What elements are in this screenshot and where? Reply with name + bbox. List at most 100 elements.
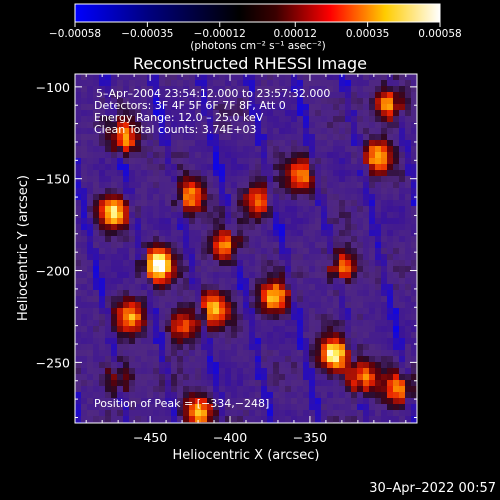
heatmap-cell [225, 392, 232, 399]
heatmap-cell [297, 128, 304, 135]
heatmap-cell [261, 128, 268, 135]
heatmap-cell [105, 392, 112, 399]
heatmap-cell [81, 212, 88, 219]
heatmap-cell [117, 140, 124, 147]
heatmap-cell [393, 206, 400, 213]
heatmap-cell [81, 356, 88, 363]
heatmap-cell [231, 302, 238, 309]
heatmap-cell [351, 74, 358, 81]
heatmap-cell [399, 98, 406, 105]
heatmap-cell [195, 110, 202, 117]
heatmap-cell [303, 242, 310, 249]
heatmap-cell [345, 188, 352, 195]
heatmap-cell [333, 308, 340, 315]
heatmap-cell [387, 278, 394, 285]
heatmap-cell [327, 224, 334, 231]
heatmap-cell [75, 200, 82, 207]
heatmap-cell [375, 260, 382, 267]
heatmap-cell [381, 218, 388, 225]
heatmap-cell [219, 266, 226, 273]
heatmap-cell [117, 404, 124, 411]
heatmap-cell [309, 242, 316, 249]
heatmap-cell [279, 260, 286, 267]
heatmap-cell [279, 404, 286, 411]
heatmap-cell [99, 170, 106, 177]
heatmap-cell [357, 260, 364, 267]
heatmap-cell [351, 416, 358, 423]
heatmap-cell [351, 188, 358, 195]
heatmap-cell [285, 128, 292, 135]
heatmap-cell [297, 404, 304, 411]
heatmap-cell [219, 98, 226, 105]
heatmap-cell [399, 404, 406, 411]
y-tick-label: −100 [36, 80, 70, 95]
heatmap-cell [303, 224, 310, 231]
heatmap-cell [345, 230, 352, 237]
heatmap-cell [375, 326, 382, 333]
heatmap-cell [141, 386, 148, 393]
heatmap-cell [219, 374, 226, 381]
heatmap-cell [81, 194, 88, 201]
heatmap-cell [195, 326, 202, 333]
heatmap-cell [105, 344, 112, 351]
heatmap-cell [309, 134, 316, 141]
heatmap-cell [321, 410, 328, 417]
heatmap-cell [321, 380, 328, 387]
heatmap-cell [123, 314, 130, 321]
heatmap-cell [219, 200, 226, 207]
colorbar-tick-label: −0.00012 [194, 28, 246, 40]
heatmap-cell [141, 344, 148, 351]
heatmap-cell [153, 392, 160, 399]
heatmap-cell [333, 320, 340, 327]
heatmap-cell [321, 224, 328, 231]
heatmap-cell [153, 242, 160, 249]
heatmap-cell [411, 146, 417, 153]
heatmap-cell [285, 320, 292, 327]
heatmap-cell [111, 254, 118, 261]
heatmap-cell [147, 116, 154, 123]
heatmap-cell [381, 200, 388, 207]
heatmap-cell [369, 206, 376, 213]
heatmap-cell [147, 212, 154, 219]
heatmap-cell [255, 314, 262, 321]
heatmap-cell [93, 74, 100, 81]
heatmap-cell [159, 392, 166, 399]
heatmap-cell [147, 200, 154, 207]
heatmap-cell [387, 404, 394, 411]
heatmap-cell [279, 374, 286, 381]
heatmap-cell [327, 86, 334, 93]
heatmap-cell [207, 206, 214, 213]
heatmap-cell [123, 386, 130, 393]
heatmap-cell [189, 326, 196, 333]
heatmap-cell [261, 374, 268, 381]
heatmap-cell [201, 374, 208, 381]
heatmap-cell [387, 170, 394, 177]
heatmap-cell [243, 308, 250, 315]
heatmap-cell [171, 74, 178, 81]
heatmap-cell [81, 182, 88, 189]
heatmap-cell [201, 128, 208, 135]
heatmap-cell [243, 380, 250, 387]
heatmap-cell [243, 368, 250, 375]
heatmap-cell [177, 86, 184, 93]
heatmap-cell [81, 266, 88, 273]
heatmap-cell [219, 308, 226, 315]
heatmap-cell [315, 248, 322, 255]
heatmap-cell [123, 392, 130, 399]
heatmap-cell [273, 314, 280, 321]
heatmap-cell [345, 272, 352, 279]
heatmap-cell [147, 320, 154, 327]
heatmap-cell [87, 338, 94, 345]
heatmap-cell [249, 362, 256, 369]
heatmap-cell [411, 338, 417, 345]
heatmap-cell [405, 164, 412, 171]
heatmap-cell [243, 74, 250, 81]
heatmap-cell [105, 248, 112, 255]
heatmap-cell [315, 266, 322, 273]
heatmap-cell [387, 224, 394, 231]
heatmap-cell [261, 134, 268, 141]
heatmap-cell [267, 194, 274, 201]
heatmap-cell [249, 368, 256, 375]
heatmap-cell [369, 278, 376, 285]
heatmap-cell [339, 368, 346, 375]
